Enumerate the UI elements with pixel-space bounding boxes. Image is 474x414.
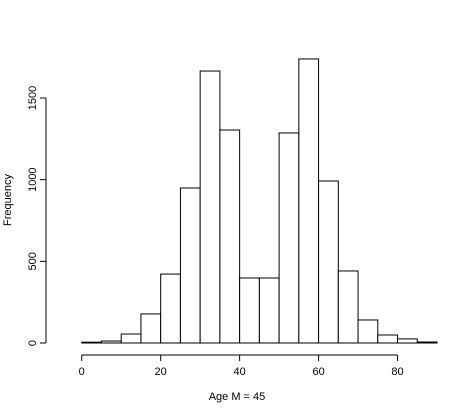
histogram-bar [416,341,438,344]
histogram-bar [219,129,241,344]
histogram-bar [278,132,300,344]
x-axis-label: Age M = 45 [209,391,266,403]
y-axis-label: Frequency [2,174,14,226]
x-tick-label: 60 [312,366,324,378]
histogram-bar [81,341,102,344]
y-tick-label: 0 [27,340,39,346]
y-tick-label: 500 [27,252,39,270]
histogram-bar [199,70,221,344]
x-tick-label: 40 [234,366,246,378]
histogram-bar [160,273,181,344]
histogram-bar [179,187,201,344]
histogram-bar [377,334,399,344]
histogram-bar [357,319,379,344]
histogram-bar [397,338,418,344]
histogram-bar [337,270,359,344]
x-tick-label: 0 [79,366,85,378]
histogram-bar [239,277,260,344]
histogram-bar [120,333,142,344]
y-tick-label: 1000 [27,167,39,191]
histogram-bar [258,277,280,344]
x-tick-label: 20 [155,366,167,378]
histogram-bar [318,180,339,344]
histogram-bar [298,58,320,344]
y-tick-label: 1500 [27,86,39,110]
histogram-bar [100,340,122,344]
x-tick-label: 80 [391,366,403,378]
histogram-bar [140,313,162,344]
